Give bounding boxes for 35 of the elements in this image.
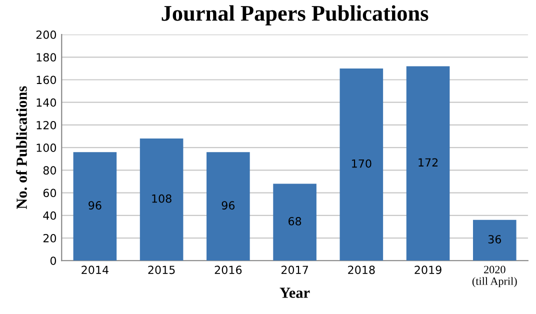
y-tick-label: 20 xyxy=(43,234,56,242)
data-label: 108 xyxy=(152,194,172,203)
x-tick-label: 2014 xyxy=(82,266,108,274)
bar xyxy=(273,184,316,261)
y-tick-label: 60 xyxy=(43,188,56,198)
y-tick-label: 200 xyxy=(36,30,56,39)
bar xyxy=(206,152,250,261)
y-tick-label: 100 xyxy=(36,144,56,152)
x-tick-label: 2018 xyxy=(348,266,375,274)
bar xyxy=(406,66,450,261)
y-tick-label: 180 xyxy=(36,53,56,62)
y-tick-label: 120 xyxy=(36,120,56,130)
x-tick-label: 2016 xyxy=(214,266,242,274)
x-tick-label: 2020 (till April) xyxy=(472,266,517,288)
y-tick-label: 80 xyxy=(43,166,56,175)
y-tick-label: 160 xyxy=(36,76,56,84)
data-label: 96 xyxy=(88,201,102,210)
y-axis-title: No. of Publications xyxy=(16,86,27,210)
bar xyxy=(340,68,384,261)
x-axis-title: Year xyxy=(280,288,310,298)
y-tick-label: 0 xyxy=(50,256,56,265)
data-label: 36 xyxy=(488,235,502,244)
data-label: 170 xyxy=(352,159,372,168)
y-tick-label: 40 xyxy=(43,211,56,220)
bar xyxy=(140,138,184,261)
data-label: 96 xyxy=(222,201,235,210)
x-tick-label: 2017 xyxy=(281,266,308,274)
x-tick-label: 2019 xyxy=(414,266,442,274)
data-label: 68 xyxy=(288,217,302,226)
bar xyxy=(473,220,516,261)
data-label: 172 xyxy=(418,158,438,166)
y-tick-label: 140 xyxy=(36,98,56,107)
bar xyxy=(73,152,117,261)
x-tick-label: 2015 xyxy=(148,266,175,274)
chart-title: Journal Papers Publications xyxy=(162,5,428,26)
